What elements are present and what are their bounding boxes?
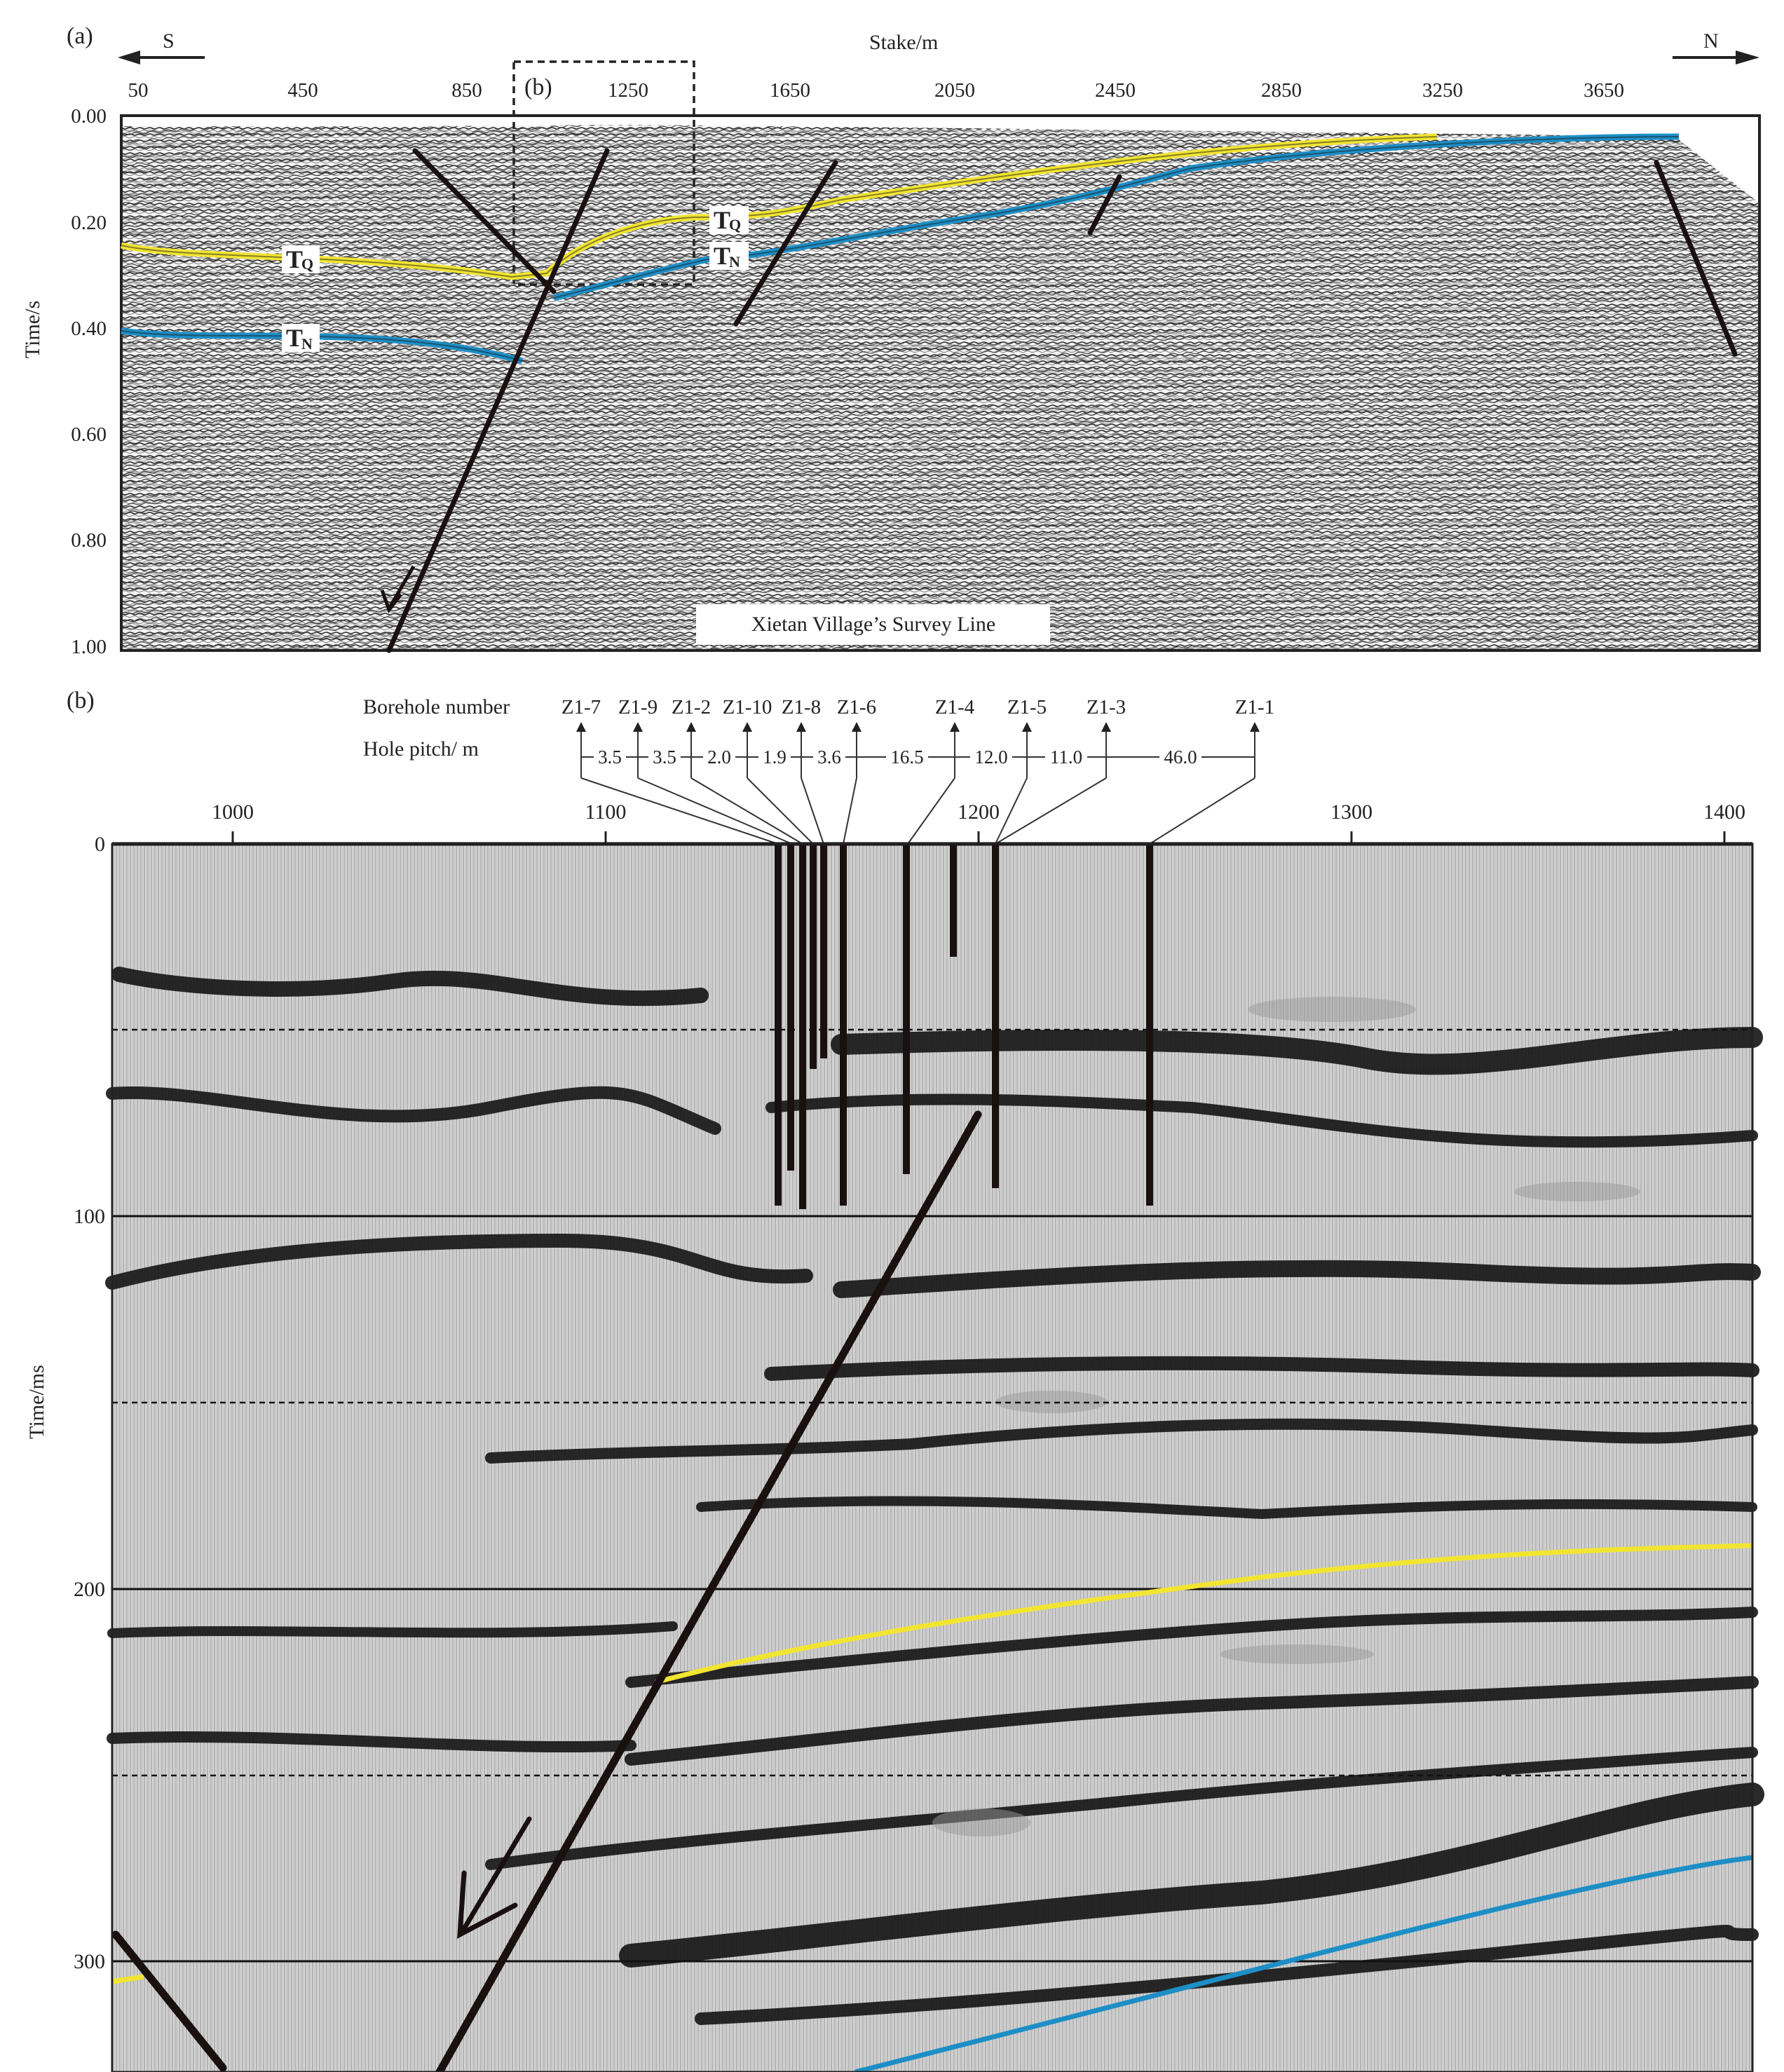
tn-label-text: T <box>714 242 730 270</box>
x-tick-label: 1000 <box>212 800 254 824</box>
x-tick-label: 2850 <box>1261 79 1302 102</box>
borehole-label: Z1-8 <box>782 696 821 718</box>
fault-line <box>733 160 838 327</box>
tn-label-sub: N <box>729 253 740 271</box>
panel-a-slip-arrow-icon <box>380 565 416 614</box>
x-tick-label: 1200 <box>958 800 1000 824</box>
borehole-label: Z1-10 <box>723 696 772 718</box>
borehole-label: Z1-4 <box>935 696 975 718</box>
x-tick-label: 2450 <box>1095 79 1136 102</box>
borehole-columns <box>775 844 1153 1209</box>
panel-b: (b) Borehole number Hole pitch/ m Z1-7 Z… <box>25 688 1764 2072</box>
fault-line <box>412 148 557 294</box>
panel-a-label: (a) <box>67 23 93 49</box>
tq-label-text: T <box>714 206 730 234</box>
pitch-value: 3.5 <box>653 747 676 768</box>
panel-b-x-ticks: 1000 1100 1200 1300 1400 <box>212 800 1745 824</box>
fault-line <box>386 148 610 653</box>
panel-a-x-ticks: 50 450 850 1250 1650 2050 2450 2850 3250… <box>128 79 1625 102</box>
x-tick-label: 1250 <box>608 79 648 102</box>
tq-label-sub: Q <box>301 255 313 273</box>
y-tick-label: 300 <box>74 1950 105 1973</box>
x-tick-label: 50 <box>128 79 149 102</box>
y-tick-label: 0.20 <box>71 212 107 234</box>
survey-line-label: Xietan Village’s Survey Line <box>751 613 995 636</box>
tn-label-west: T N <box>282 324 320 353</box>
panel-a-y-axis-title: Time/s <box>21 301 44 358</box>
panel-b-y-ticks: 0 100 200 300 <box>74 833 105 1973</box>
tq-horizon-line <box>655 1543 1753 1685</box>
x-tick-label: 2050 <box>934 79 975 102</box>
borehole-arrow-icons <box>576 722 1260 732</box>
y-tick-label: 0.00 <box>71 105 107 128</box>
tn-label-east: T N <box>709 242 749 271</box>
pitch-value: 16.5 <box>890 747 923 768</box>
tq-label-text: T <box>286 245 303 273</box>
borehole-label: Z1-5 <box>1007 696 1047 718</box>
pitch-header: Hole pitch/ m <box>363 737 479 761</box>
x-tick-label: 1400 <box>1703 800 1745 824</box>
panel-a: (a) S N Stake/m 50 450 850 1250 1650 205… <box>21 23 1761 658</box>
borehole-label: Z1-7 <box>561 696 601 718</box>
borehole-label: Z1-1 <box>1235 696 1274 718</box>
fault-line <box>111 1930 227 2072</box>
pitch-value: 3.5 <box>598 747 622 768</box>
south-arrow-icon <box>118 50 205 64</box>
x-tick-label: 1300 <box>1330 800 1373 824</box>
panel-b-label: (b) <box>67 688 95 714</box>
panel-b-x-tick-marks <box>231 831 1726 844</box>
borehole-label: Z1-6 <box>837 696 876 718</box>
pitch-value: 46.0 <box>1164 747 1197 768</box>
tq-horizon-line <box>111 1974 144 1984</box>
borehole-label: Z1-2 <box>672 696 711 718</box>
tn-label-sub: N <box>301 335 313 353</box>
pitch-value: 11.0 <box>1050 747 1082 768</box>
x-tick-label: 450 <box>287 79 318 102</box>
pitch-value: 12.0 <box>974 747 1007 768</box>
tn-label-text: T <box>286 324 303 352</box>
borehole-header: Borehole number <box>363 695 510 718</box>
borehole-labels: Z1-7 Z1-9 Z1-2 Z1-10 Z1-8 Z1-6 Z1-4 Z1-5… <box>561 696 1274 718</box>
panel-b-y-axis-title: Time/ms <box>25 1365 48 1439</box>
panel-a-y-ticks: 0.00 0.20 0.40 0.60 0.80 1.00 <box>71 105 107 658</box>
y-tick-label: 100 <box>74 1205 105 1228</box>
tq-label-east: T Q <box>709 206 749 234</box>
tq-label-west: T Q <box>282 245 320 273</box>
y-tick-label: 1.00 <box>71 636 107 658</box>
panel-a-faults <box>386 148 1738 653</box>
y-tick-label: 0.40 <box>71 318 107 340</box>
panel-b-faults <box>111 1110 982 2072</box>
x-tick-label: 3250 <box>1422 79 1463 102</box>
x-tick-label: 1100 <box>585 800 627 824</box>
y-tick-label: 200 <box>74 1578 105 1601</box>
inset-b-label: (b) <box>524 74 552 100</box>
y-tick-label: 0.60 <box>71 423 107 446</box>
panel-a-x-axis-title: Stake/m <box>869 31 938 54</box>
fault-line <box>1654 160 1738 357</box>
pitch-value: 1.9 <box>763 747 787 768</box>
north-label: N <box>1703 29 1719 53</box>
pitch-value: 2.0 <box>707 747 731 768</box>
x-tick-label: 1650 <box>770 79 810 102</box>
panel-b-slip-arrow-icon <box>457 1816 532 1940</box>
fault-line <box>1087 174 1122 236</box>
north-arrow-icon <box>1673 50 1759 64</box>
y-tick-label: 0 <box>95 833 105 856</box>
tq-label-sub: Q <box>729 216 741 233</box>
panel-b-seismic-section <box>105 842 1764 2072</box>
fault-line <box>435 1110 982 2072</box>
south-label: S <box>163 29 175 53</box>
pitch-values: 3.5 3.5 2.0 1.9 3.6 16.5 12.0 11.0 46.0 <box>594 747 1201 768</box>
x-tick-label: 850 <box>451 79 482 102</box>
pitch-value: 3.6 <box>817 747 841 768</box>
borehole-label: Z1-9 <box>618 696 658 718</box>
tn-horizon-line <box>854 1855 1753 2072</box>
y-tick-label: 0.80 <box>71 529 107 552</box>
x-tick-label: 3650 <box>1584 79 1624 102</box>
panel-a-seismic-section <box>120 114 1761 652</box>
tq-horizon-line <box>121 136 1438 278</box>
borehole-label: Z1-3 <box>1087 696 1126 718</box>
